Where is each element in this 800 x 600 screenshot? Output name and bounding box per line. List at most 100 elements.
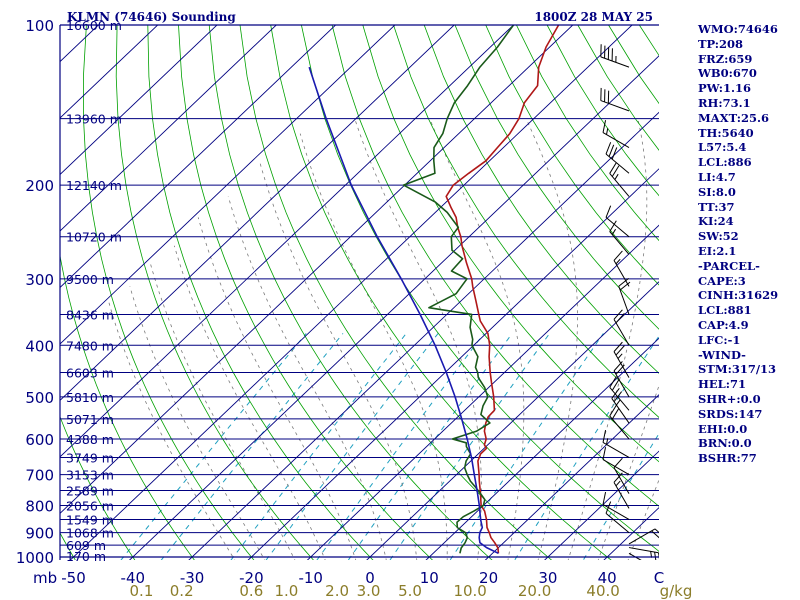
dry-adiabat <box>301 25 659 552</box>
pressure-tick-label: 500 <box>25 389 54 407</box>
isotherm <box>60 25 396 345</box>
wind-barb <box>613 472 630 509</box>
mixing-ratio-line <box>316 333 485 560</box>
index-line: BRN:0.0 <box>698 436 752 451</box>
pressure-unit-label: mb <box>33 569 57 587</box>
pressure-tick-label: 800 <box>25 497 54 515</box>
height-label: 9500 m <box>66 272 114 287</box>
dry-adiabat <box>485 25 659 286</box>
isotherm <box>69 25 633 560</box>
height-label: 10720 m <box>66 230 122 245</box>
height-label: 1549 m <box>66 512 114 527</box>
pressure-tick-label: 400 <box>25 337 54 355</box>
isotherm <box>60 25 337 289</box>
dry-adiabat <box>115 25 314 560</box>
index-line: LCL:881 <box>698 303 752 318</box>
moist-adiabat <box>149 262 296 560</box>
index-line: EHI:0.0 <box>698 421 748 436</box>
index-line: LFC:-1 <box>698 332 741 347</box>
index-line: -PARCEL- <box>698 258 760 273</box>
isotherm <box>366 281 659 560</box>
height-label: 5810 m <box>66 390 114 405</box>
index-line: LCL:886 <box>698 155 752 170</box>
wind-barb <box>602 120 630 149</box>
height-label: 3153 m <box>66 468 114 483</box>
height-label: 7480 m <box>66 338 114 353</box>
temperature-tick-label: -50 <box>61 569 86 587</box>
isotherm <box>306 224 659 560</box>
wind-barb <box>609 404 630 440</box>
dry-adiabat <box>178 25 433 560</box>
temperature-tick-label: 30 <box>538 569 557 587</box>
isotherm <box>128 55 659 560</box>
isotherm <box>60 25 455 402</box>
height-label: 2056 m <box>66 498 114 513</box>
index-line: -WIND- <box>698 347 746 362</box>
temperature-tick-label: -30 <box>180 569 205 587</box>
wind-barb <box>609 220 630 255</box>
wind-barb <box>600 44 630 68</box>
height-label: 1068 m <box>66 526 114 541</box>
mixing-ratio-label: 1.0 <box>274 582 298 600</box>
temperature-tick-label: -40 <box>121 569 146 587</box>
pressure-tick-label: 600 <box>25 431 54 449</box>
wind-barb <box>609 376 630 411</box>
temperature-tick-label: -20 <box>239 569 264 587</box>
mixing-ratio-line <box>265 333 439 560</box>
dry-adiabat <box>393 25 659 418</box>
index-line: WB0:670 <box>698 66 757 81</box>
parcel-trace <box>308 66 499 555</box>
wind-barb <box>613 250 630 287</box>
index-line: LI:4.7 <box>698 169 736 184</box>
wind-barb <box>602 491 630 520</box>
index-line: SW:52 <box>698 229 739 244</box>
isotherm <box>544 450 659 560</box>
sounding-traces <box>308 25 560 555</box>
isotherm <box>60 25 515 458</box>
wind-barb <box>613 341 630 378</box>
mixing-ratio-line <box>120 333 307 560</box>
wind-barbs <box>600 25 659 560</box>
pressure-tick-label: 200 <box>25 177 54 195</box>
isotherm <box>188 111 659 560</box>
mixing-ratio-label: 20.0 <box>518 582 551 600</box>
mixing-ratio-line <box>582 432 659 560</box>
index-line: WMO:74646 <box>698 22 778 36</box>
height-label: 5071 m <box>66 412 114 427</box>
isotherm <box>425 337 659 560</box>
pressure-tick-label: 100 <box>25 17 54 35</box>
indices-panel: WMO:74646 TP:208 FRZ:659 WB0:670 PW:1.16 RH:7… <box>698 22 778 466</box>
valid-time: 1800Z 28 MAY 25 <box>534 10 653 24</box>
index-line: MAXT:25.6 <box>698 110 769 125</box>
index-line: STM:317/13 <box>698 362 777 377</box>
dry-adiabat <box>60 415 136 560</box>
temperature-tick-label: 0 <box>365 569 375 587</box>
mixing-ratio-label: 2.0 <box>325 582 349 600</box>
mixing-ratio-line <box>389 333 551 560</box>
mixing-ratio-line <box>514 335 659 560</box>
index-line: L57:5.4 <box>698 140 747 155</box>
index-line: CAP:4.9 <box>698 317 749 332</box>
height-label: 13960 m <box>66 112 122 127</box>
index-line: EI:2.1 <box>698 243 737 258</box>
temperature-tick-label: 40 <box>598 569 617 587</box>
isotherm <box>60 25 277 232</box>
index-line: TH:5640 <box>698 125 754 140</box>
mixing-ratio-line <box>160 333 344 560</box>
dry-adiabats <box>60 25 659 560</box>
index-line: SHR+:0.0 <box>698 391 761 406</box>
mixing-ratio-lines <box>120 333 659 560</box>
dry-adiabat <box>331 25 659 507</box>
mixing-ratio-line <box>449 333 604 560</box>
temperature-tick-label: 20 <box>479 569 498 587</box>
index-line: SRDS:147 <box>698 406 763 421</box>
mixing-ratio-label: 10.0 <box>453 582 486 600</box>
index-line: TT:37 <box>698 199 735 214</box>
dry-adiabat <box>423 25 659 374</box>
wind-barb <box>628 528 659 545</box>
temperature-tick-label: 10 <box>420 569 439 587</box>
index-line: CINH:31629 <box>698 288 779 303</box>
